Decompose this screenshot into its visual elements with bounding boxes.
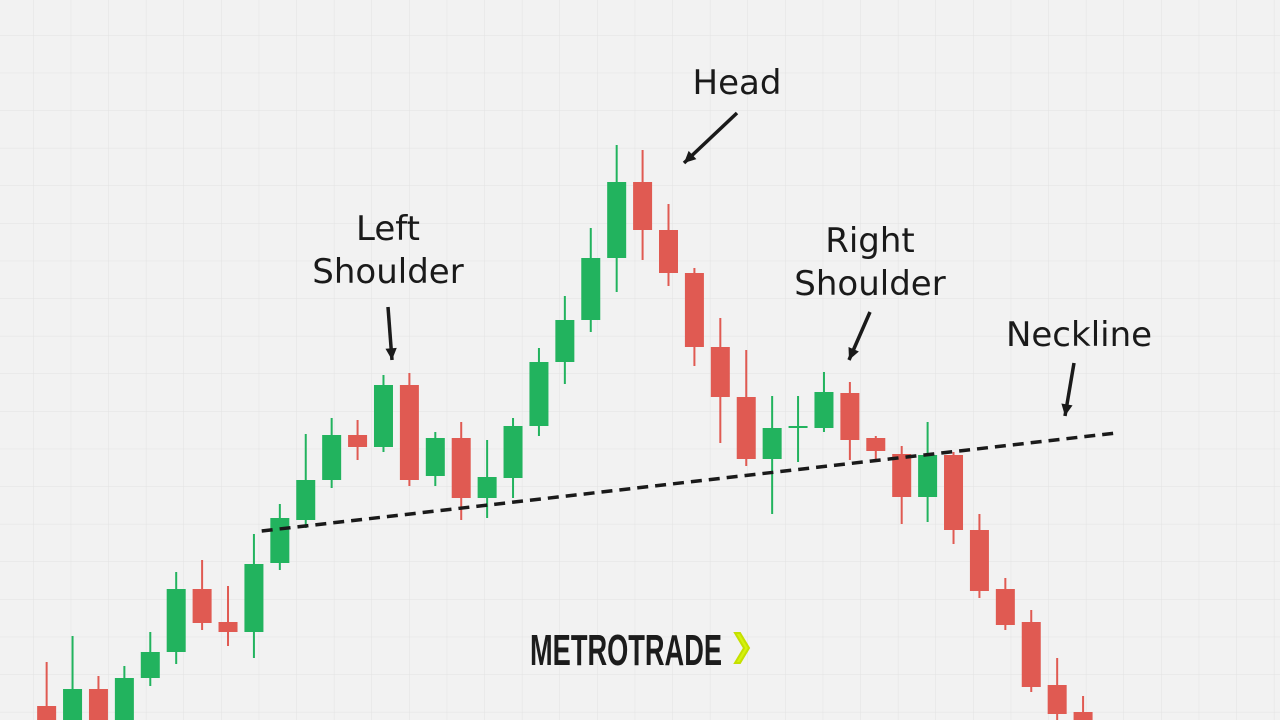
candle-body [944,455,964,530]
candle-body [684,273,704,347]
candle-body [529,362,549,426]
annotation-label: Left [356,209,420,249]
candle-body [166,589,186,652]
candle-body [88,689,108,720]
candle-body [581,258,601,320]
candle-body [373,385,393,447]
brand: METROTRADE [530,626,722,675]
candle-body [503,426,523,478]
arrow [682,111,739,165]
candle-body [762,428,782,459]
annotation-label: Right [825,221,915,261]
candle-body [477,477,497,498]
candle-body [218,622,238,632]
candle-body [63,689,83,720]
candle-body [348,435,368,447]
candle-body [840,393,860,440]
candle-body [555,320,575,362]
candle-body [607,182,627,258]
annotation-label: Shoulder [794,264,945,304]
candle-body [425,438,445,476]
candle-body [736,397,756,459]
candle-body [244,564,264,632]
candle-body [633,182,653,230]
candle-body [270,518,290,563]
neckline-label: Neckline [1006,315,1152,355]
candle-body [1021,622,1041,687]
arrow-head [848,347,859,360]
candle-body [399,385,419,480]
arrow-head [1061,403,1073,416]
arrow-head [684,150,697,163]
candle-body [140,652,160,678]
candle-body [866,438,886,451]
candle-body [918,455,938,497]
candle-body [114,678,134,720]
annotation-label: Shoulder [312,252,463,292]
candle-body [659,230,679,273]
candle-body [296,480,316,520]
candle-body [892,454,912,497]
candle-body [37,706,57,720]
annotation-label: Head [693,63,782,103]
candle-body [192,589,212,623]
candle-body [322,435,342,480]
logo: METROTRADE [530,626,751,675]
candle-body [788,426,808,428]
candle-body [814,392,834,428]
candle-body [969,530,989,591]
candle-body [1073,712,1093,720]
candle-body [710,347,730,397]
candle-body [995,589,1015,625]
arrow-head [385,347,397,360]
candle-body [451,438,471,498]
candle-body [1047,685,1067,714]
brand-chevron [733,632,751,664]
